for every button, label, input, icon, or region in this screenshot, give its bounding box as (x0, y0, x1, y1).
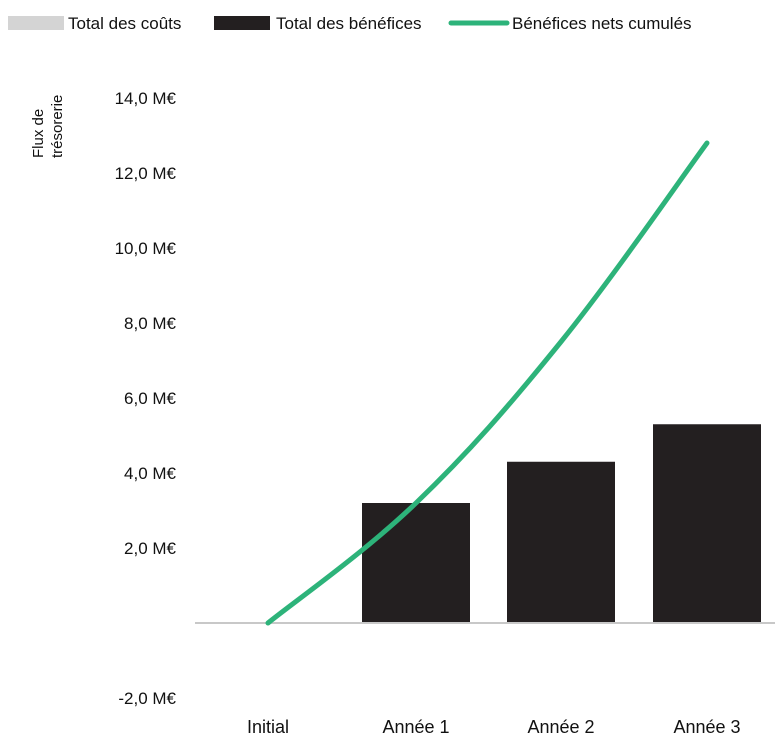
y-tick-label: 2,0 M€ (124, 539, 177, 558)
y-axis-title-line: trésorerie (49, 95, 66, 158)
y-axis-title-line: Flux de (30, 109, 47, 158)
cumulative-net-benefit-line (265, 140, 710, 626)
y-tick-label: 14,0 M€ (115, 89, 177, 108)
x-tick-label: Initial (247, 717, 289, 736)
legend-swatch (214, 16, 270, 30)
y-tick-label: 4,0 M€ (124, 464, 177, 483)
x-tick-label: Année 1 (382, 717, 449, 736)
legend-label: Bénéfices nets cumulés (512, 14, 692, 33)
legend-swatch (8, 16, 64, 30)
legend: Total des coûts Total des bénéfices Bénéfi… (8, 14, 692, 33)
x-tick-label: Année 2 (527, 717, 594, 736)
legend-label: Total des bénéfices (276, 14, 422, 33)
bar (507, 461, 615, 623)
bars (362, 424, 761, 623)
y-tick-label: 12,0 M€ (115, 164, 177, 183)
y-axis-ticks: -2,0 M€ 2,0 M€ 4,0 M€ 6,0 M€ 8,0 M€ 10,0 M€ 12… (115, 89, 177, 708)
y-tick-label: -2,0 M€ (118, 689, 176, 708)
bar (362, 503, 470, 623)
y-tick-label: 8,0 M€ (124, 314, 177, 333)
line-series (265, 140, 710, 626)
x-tick-label: Année 3 (673, 717, 740, 736)
y-axis-title: Flux de trésorerie (30, 95, 66, 158)
x-axis-labels: Initial Année 1 Année 2 Année 3 (247, 717, 741, 736)
y-tick-label: 6,0 M€ (124, 389, 177, 408)
legend-label: Total des coûts (68, 14, 181, 33)
bar (653, 424, 761, 623)
y-tick-label: 10,0 M€ (115, 239, 177, 258)
